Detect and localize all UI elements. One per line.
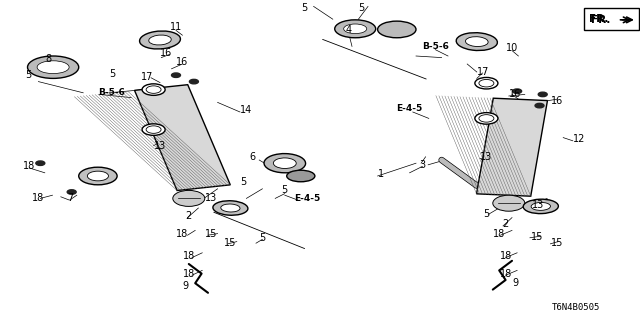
Text: 18: 18 — [32, 193, 45, 204]
Ellipse shape — [344, 24, 367, 34]
Circle shape — [142, 84, 165, 95]
Text: 16: 16 — [550, 96, 563, 106]
Ellipse shape — [221, 204, 240, 212]
Ellipse shape — [140, 31, 180, 49]
Text: 15: 15 — [550, 238, 563, 248]
FancyBboxPatch shape — [134, 85, 230, 190]
Circle shape — [146, 86, 161, 93]
Text: 4: 4 — [346, 25, 352, 36]
Ellipse shape — [79, 167, 117, 185]
Text: 17: 17 — [141, 72, 154, 82]
Circle shape — [538, 92, 547, 97]
Text: 9: 9 — [512, 278, 518, 288]
Text: 3: 3 — [419, 160, 426, 170]
Text: 15: 15 — [205, 228, 218, 239]
Text: 16: 16 — [509, 89, 522, 100]
Circle shape — [479, 79, 494, 87]
Text: 5: 5 — [301, 3, 307, 13]
Ellipse shape — [148, 35, 172, 45]
Text: E-4-5: E-4-5 — [396, 104, 423, 113]
Ellipse shape — [28, 56, 79, 78]
Circle shape — [513, 89, 522, 93]
Text: 7: 7 — [67, 193, 74, 204]
Text: 16: 16 — [160, 48, 173, 58]
Text: 2: 2 — [186, 211, 192, 221]
Text: 9: 9 — [182, 281, 189, 292]
Text: 5: 5 — [282, 185, 288, 196]
Circle shape — [189, 79, 198, 84]
Ellipse shape — [531, 203, 550, 210]
Ellipse shape — [273, 158, 296, 169]
Text: 2: 2 — [502, 219, 509, 229]
Text: 18: 18 — [22, 161, 35, 172]
Text: 15: 15 — [531, 232, 544, 242]
Text: 1: 1 — [378, 169, 384, 180]
Text: 6: 6 — [250, 152, 256, 162]
Text: 5: 5 — [109, 68, 115, 79]
Text: 10: 10 — [506, 43, 518, 53]
Circle shape — [36, 161, 45, 165]
Text: 13: 13 — [480, 152, 493, 162]
Text: 18: 18 — [499, 251, 512, 261]
Text: T6N4B0505: T6N4B0505 — [552, 303, 600, 312]
Circle shape — [535, 103, 544, 108]
Circle shape — [493, 195, 525, 211]
Ellipse shape — [456, 33, 497, 51]
Circle shape — [479, 115, 494, 122]
Text: 15: 15 — [224, 238, 237, 248]
Ellipse shape — [465, 37, 488, 46]
Text: 5: 5 — [483, 209, 490, 220]
Circle shape — [475, 77, 498, 89]
Text: 18: 18 — [182, 268, 195, 279]
Text: 18: 18 — [176, 228, 189, 239]
Ellipse shape — [37, 61, 69, 74]
Text: 18: 18 — [499, 268, 512, 279]
FancyBboxPatch shape — [477, 98, 547, 196]
Circle shape — [142, 124, 165, 135]
Ellipse shape — [524, 199, 558, 214]
Text: 18: 18 — [182, 251, 195, 261]
Text: E-4-5: E-4-5 — [294, 194, 321, 203]
Text: 14: 14 — [240, 105, 253, 116]
Text: B-5-6: B-5-6 — [99, 88, 125, 97]
Text: B-5-6: B-5-6 — [422, 42, 449, 51]
Text: 5: 5 — [26, 70, 32, 80]
Text: 13: 13 — [154, 140, 166, 151]
Text: FR.: FR. — [591, 15, 610, 25]
Ellipse shape — [213, 201, 248, 215]
Text: FR.: FR. — [600, 15, 618, 25]
Text: 5: 5 — [259, 233, 266, 244]
Text: 8: 8 — [45, 54, 51, 64]
Text: 17: 17 — [477, 67, 490, 77]
Ellipse shape — [87, 171, 109, 181]
Circle shape — [146, 126, 161, 133]
Ellipse shape — [287, 170, 315, 182]
Circle shape — [173, 190, 205, 206]
Ellipse shape — [264, 154, 305, 173]
Text: 11: 11 — [170, 22, 182, 32]
Text: 18: 18 — [493, 228, 506, 239]
Circle shape — [67, 190, 76, 194]
Text: 5: 5 — [240, 177, 246, 188]
Text: 13: 13 — [531, 200, 544, 210]
Text: 12: 12 — [573, 134, 586, 144]
Text: 16: 16 — [176, 57, 189, 68]
Circle shape — [475, 113, 498, 124]
Circle shape — [172, 73, 180, 77]
Ellipse shape — [335, 20, 376, 38]
Ellipse shape — [378, 21, 416, 38]
Text: 13: 13 — [205, 193, 218, 204]
Text: 5: 5 — [358, 3, 365, 13]
Text: FR.: FR. — [589, 14, 608, 24]
FancyBboxPatch shape — [584, 8, 639, 30]
